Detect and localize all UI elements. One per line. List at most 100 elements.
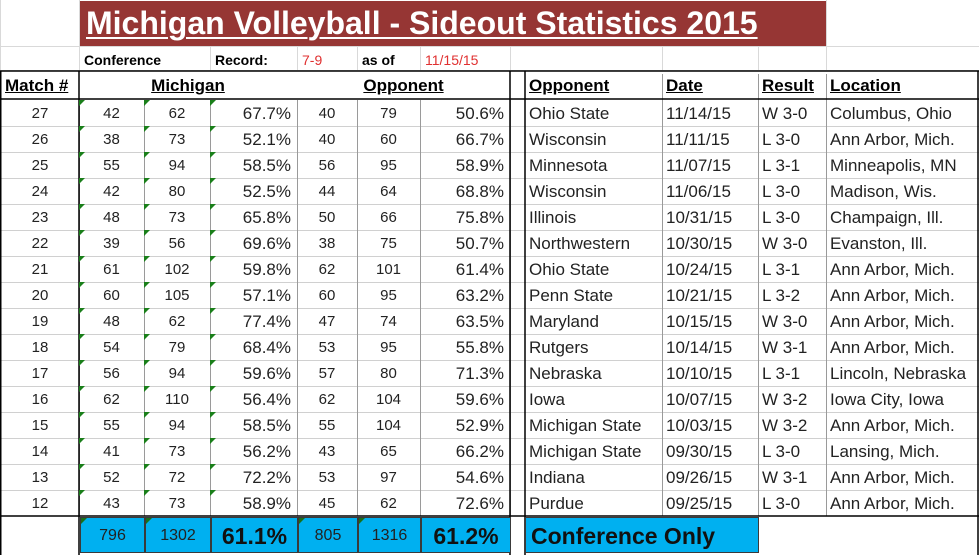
cell-o-b[interactable]: 64: [357, 178, 420, 204]
cell-opponent[interactable]: Nebraska: [525, 360, 662, 386]
cell-o-b[interactable]: 95: [357, 334, 420, 360]
total-michigan-b[interactable]: 1302: [145, 517, 211, 553]
cell-m-pct[interactable]: 58.5%: [210, 412, 297, 438]
cell-opponent[interactable]: Purdue: [525, 490, 662, 516]
cell-date[interactable]: 10/21/15: [662, 282, 758, 308]
cell-opponent[interactable]: Illinois: [525, 204, 662, 230]
cell-opponent[interactable]: Penn State: [525, 282, 662, 308]
cell-m-b[interactable]: 94: [144, 412, 210, 438]
cell-o-b[interactable]: 65: [357, 438, 420, 464]
cell-m-b[interactable]: 94: [144, 152, 210, 178]
cell-m-b[interactable]: 73: [144, 126, 210, 152]
cell-m-a[interactable]: 61: [79, 256, 144, 282]
cell-m-a[interactable]: 38: [79, 126, 144, 152]
cell-m-a[interactable]: 41: [79, 438, 144, 464]
cell-result[interactable]: W 3-2: [758, 412, 826, 438]
cell-result[interactable]: L 3-0: [758, 126, 826, 152]
cell-m-pct[interactable]: 56.4%: [210, 386, 297, 412]
cell-o-b[interactable]: 66: [357, 204, 420, 230]
cell-date[interactable]: 10/30/15: [662, 230, 758, 256]
cell-location[interactable]: Ann Arbor, Mich.: [826, 256, 978, 282]
cell-match[interactable]: 20: [1, 282, 79, 308]
cell-o-pct[interactable]: 72.6%: [420, 490, 510, 516]
cell-result[interactable]: L 3-1: [758, 360, 826, 386]
cell-date[interactable]: 09/25/15: [662, 490, 758, 516]
cell-result[interactable]: L 3-2: [758, 282, 826, 308]
cell-o-b[interactable]: 79: [357, 100, 420, 126]
cell-o-pct[interactable]: 66.7%: [420, 126, 510, 152]
cell-date[interactable]: 09/30/15: [662, 438, 758, 464]
cell-m-b[interactable]: 80: [144, 178, 210, 204]
cell-result[interactable]: L 3-0: [758, 490, 826, 516]
cell-m-b[interactable]: 73: [144, 490, 210, 516]
cell-m-pct[interactable]: 52.1%: [210, 126, 297, 152]
cell-location[interactable]: Ann Arbor, Mich.: [826, 334, 978, 360]
cell-m-pct[interactable]: 69.6%: [210, 230, 297, 256]
cell-m-pct[interactable]: 72.2%: [210, 464, 297, 490]
cell-opponent[interactable]: Iowa: [525, 386, 662, 412]
cell-o-a[interactable]: 47: [297, 308, 357, 334]
cell-match[interactable]: 25: [1, 152, 79, 178]
cell-o-a[interactable]: 53: [297, 334, 357, 360]
cell-m-a[interactable]: 48: [79, 308, 144, 334]
cell-m-a[interactable]: 39: [79, 230, 144, 256]
cell-m-a[interactable]: 52: [79, 464, 144, 490]
cell-result[interactable]: L 3-1: [758, 152, 826, 178]
cell-m-a[interactable]: 43: [79, 490, 144, 516]
cell-opponent[interactable]: Ohio State: [525, 100, 662, 126]
cell-o-a[interactable]: 38: [297, 230, 357, 256]
cell-location[interactable]: Ann Arbor, Mich.: [826, 126, 978, 152]
cell-o-b[interactable]: 101: [357, 256, 420, 282]
cell-m-pct[interactable]: 65.8%: [210, 204, 297, 230]
cell-m-b[interactable]: 102: [144, 256, 210, 282]
cell-location[interactable]: Lincoln, Nebraska: [826, 360, 978, 386]
cell-result[interactable]: W 3-0: [758, 230, 826, 256]
cell-o-a[interactable]: 62: [297, 256, 357, 282]
cell-o-a[interactable]: 60: [297, 282, 357, 308]
cell-date[interactable]: 11/11/15: [662, 126, 758, 152]
cell-m-a[interactable]: 55: [79, 152, 144, 178]
cell-m-a[interactable]: 55: [79, 412, 144, 438]
cell-o-a[interactable]: 56: [297, 152, 357, 178]
cell-result[interactable]: L 3-0: [758, 438, 826, 464]
cell-o-a[interactable]: 62: [297, 386, 357, 412]
cell-date[interactable]: 10/14/15: [662, 334, 758, 360]
cell-match[interactable]: 12: [1, 490, 79, 516]
cell-match[interactable]: 13: [1, 464, 79, 490]
cell-result[interactable]: W 3-1: [758, 464, 826, 490]
cell-opponent[interactable]: Rutgers: [525, 334, 662, 360]
total-opponent-pct[interactable]: 61.2%: [421, 517, 511, 553]
total-opponent-b[interactable]: 1316: [358, 517, 421, 553]
cell-match[interactable]: 14: [1, 438, 79, 464]
cell-match[interactable]: 16: [1, 386, 79, 412]
cell-date[interactable]: 11/07/15: [662, 152, 758, 178]
cell-o-pct[interactable]: 68.8%: [420, 178, 510, 204]
cell-o-pct[interactable]: 58.9%: [420, 152, 510, 178]
cell-m-pct[interactable]: 68.4%: [210, 334, 297, 360]
cell-location[interactable]: Ann Arbor, Mich.: [826, 490, 978, 516]
cell-m-a[interactable]: 56: [79, 360, 144, 386]
cell-date[interactable]: 09/26/15: [662, 464, 758, 490]
cell-m-b[interactable]: 110: [144, 386, 210, 412]
cell-m-a[interactable]: 42: [79, 178, 144, 204]
cell-o-a[interactable]: 44: [297, 178, 357, 204]
cell-o-pct[interactable]: 50.6%: [420, 100, 510, 126]
cell-o-a[interactable]: 57: [297, 360, 357, 386]
cell-m-pct[interactable]: 77.4%: [210, 308, 297, 334]
cell-o-b[interactable]: 62: [357, 490, 420, 516]
cell-location[interactable]: Ann Arbor, Mich.: [826, 282, 978, 308]
cell-result[interactable]: W 3-0: [758, 308, 826, 334]
cell-o-a[interactable]: 53: [297, 464, 357, 490]
cell-o-pct[interactable]: 61.4%: [420, 256, 510, 282]
cell-date[interactable]: 10/03/15: [662, 412, 758, 438]
cell-o-b[interactable]: 95: [357, 152, 420, 178]
cell-location[interactable]: Iowa City, Iowa: [826, 386, 978, 412]
cell-o-pct[interactable]: 66.2%: [420, 438, 510, 464]
cell-o-a[interactable]: 40: [297, 126, 357, 152]
total-michigan-pct[interactable]: 61.1%: [211, 517, 298, 553]
cell-date[interactable]: 10/31/15: [662, 204, 758, 230]
cell-m-b[interactable]: 94: [144, 360, 210, 386]
cell-opponent[interactable]: Maryland: [525, 308, 662, 334]
cell-m-pct[interactable]: 67.7%: [210, 100, 297, 126]
cell-opponent[interactable]: Wisconsin: [525, 126, 662, 152]
